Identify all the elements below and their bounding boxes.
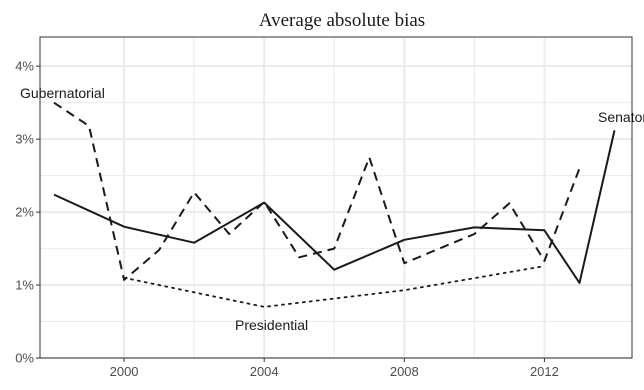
- y-tick-label: 1%: [15, 278, 34, 293]
- axes: 2000 2004 2008 2012 0% 1% 2% 3% 4%: [15, 36, 633, 379]
- panel-border: [39, 36, 633, 359]
- grid: [40, 37, 632, 359]
- series-lines: [53, 101, 616, 308]
- series-label-senatorial: Senatorial: [598, 109, 644, 125]
- y-tick-label: 2%: [15, 205, 34, 220]
- series-line-presidential: [123, 265, 546, 308]
- x-tick-label: 2012: [530, 364, 559, 379]
- series-label-presidential: Presidential: [235, 317, 308, 333]
- x-tick-label: 2000: [110, 364, 139, 379]
- y-tick-label: 4%: [15, 59, 34, 74]
- series-labels: Gubernatorial Senatorial Presidential: [20, 85, 644, 333]
- series-line-senatorial: [53, 130, 616, 284]
- series-label-gubernatorial: Gubernatorial: [20, 85, 105, 101]
- y-tick-label: 0%: [15, 351, 34, 366]
- x-tick-label: 2008: [390, 364, 419, 379]
- y-tick-label: 3%: [15, 132, 34, 147]
- chart-title: Average absolute bias: [259, 10, 425, 31]
- x-tick-label: 2004: [250, 364, 279, 379]
- series-line-gubernatorial: [53, 101, 581, 281]
